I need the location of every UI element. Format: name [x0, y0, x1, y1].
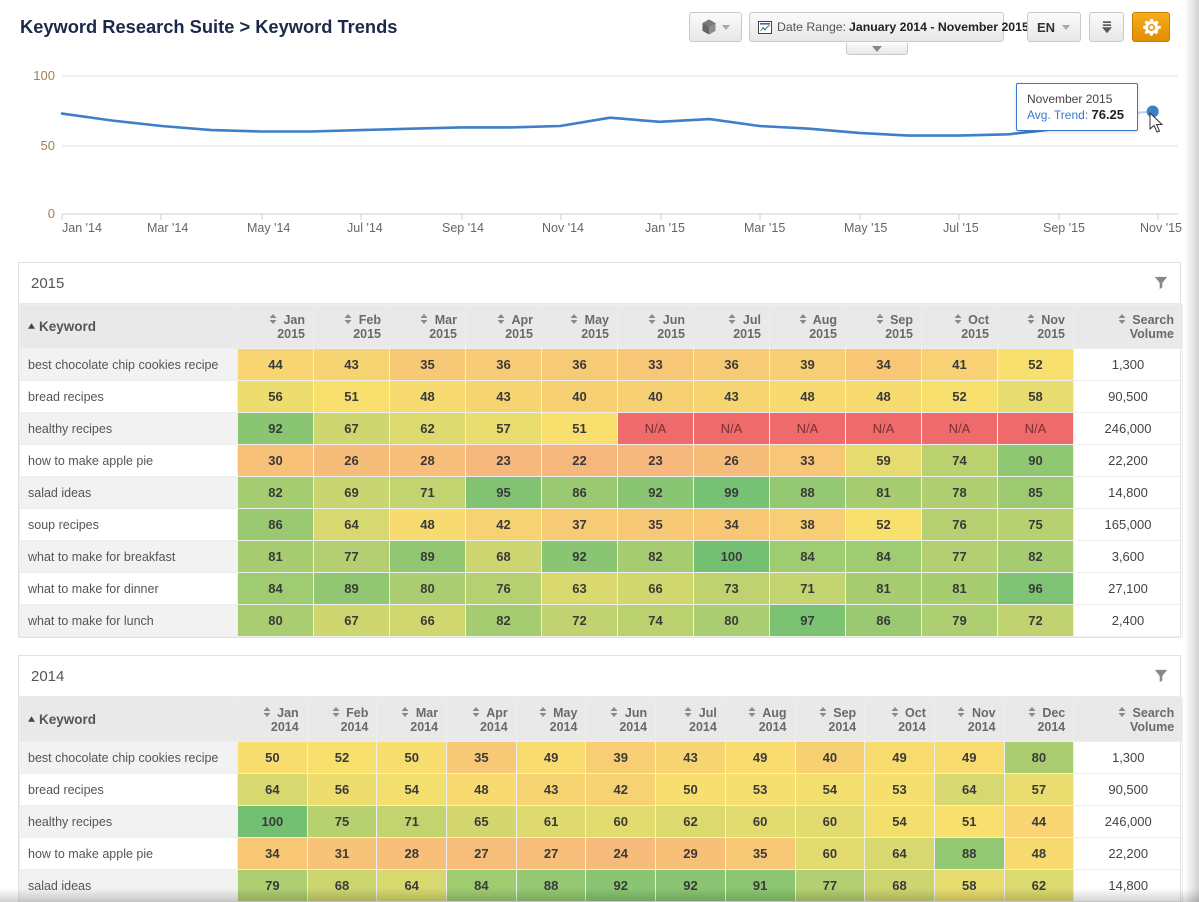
svg-text:Sep '15: Sep '15: [1043, 221, 1085, 235]
svg-text:Jan '15: Jan '15: [645, 221, 685, 235]
svg-text:May '15: May '15: [844, 221, 887, 235]
svg-text:Sep '14: Sep '14: [442, 221, 484, 235]
svg-text:Nov '14: Nov '14: [542, 221, 584, 235]
svg-text:0: 0: [48, 206, 55, 221]
svg-text:Jul '14: Jul '14: [347, 221, 383, 235]
svg-text:May '14: May '14: [247, 221, 290, 235]
svg-text:Jul '15: Jul '15: [943, 221, 979, 235]
svg-text:100: 100: [33, 68, 55, 83]
svg-text:Nov '15: Nov '15: [1140, 221, 1182, 235]
svg-text:Jan '14: Jan '14: [62, 221, 102, 235]
svg-text:50: 50: [41, 138, 55, 153]
svg-text:Mar '15: Mar '15: [744, 221, 785, 235]
svg-text:Mar '14: Mar '14: [147, 221, 188, 235]
